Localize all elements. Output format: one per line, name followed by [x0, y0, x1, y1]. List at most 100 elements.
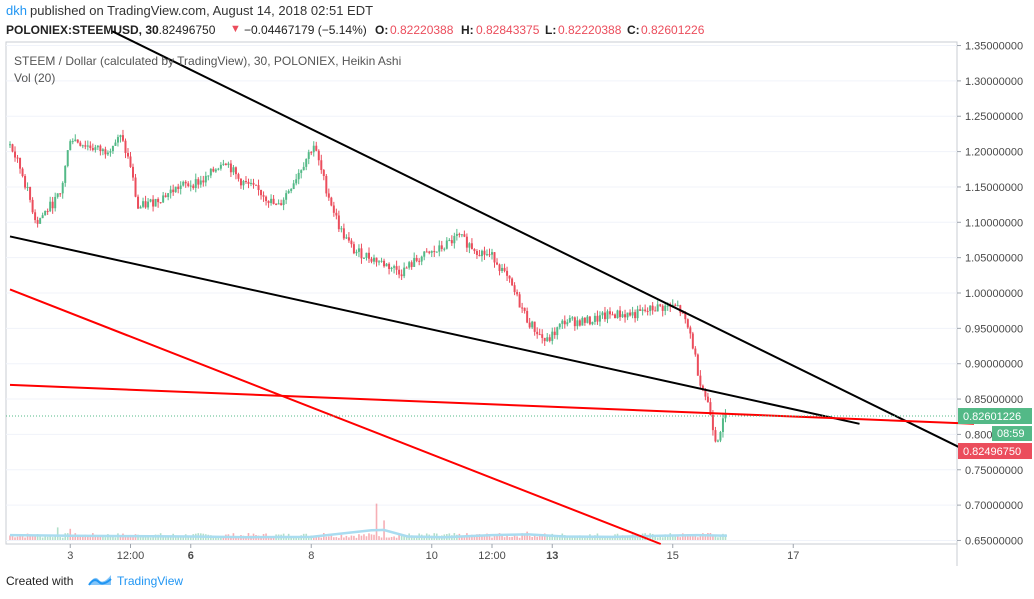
volume-bar	[82, 535, 84, 540]
candle	[237, 172, 240, 182]
volume-bar	[41, 537, 44, 540]
candle	[378, 260, 381, 266]
candle	[661, 304, 664, 317]
volume-bar	[538, 534, 541, 540]
y-tick-label: 0.95000000	[965, 323, 1023, 335]
volume-bar	[24, 537, 26, 540]
candle	[111, 145, 114, 154]
candle	[89, 141, 92, 151]
price-chart[interactable]: 1.35000000 1.30000000 1.25000000 1.20000000…	[0, 0, 1034, 566]
candle	[46, 208, 49, 215]
volume-bar	[463, 537, 466, 540]
x-tick-label: 17	[787, 550, 799, 562]
candle	[197, 177, 200, 189]
candle	[134, 173, 137, 198]
volume-bar	[16, 536, 19, 540]
volume-bar	[400, 535, 403, 540]
candle	[493, 251, 496, 268]
tradingview-logo-icon[interactable]	[88, 572, 112, 588]
volume-bar	[518, 537, 521, 540]
candle	[302, 162, 305, 171]
candle	[403, 262, 406, 279]
candle	[217, 167, 220, 171]
candle	[573, 316, 576, 331]
candle	[350, 238, 353, 248]
candle	[49, 196, 52, 213]
candle	[606, 309, 609, 324]
candle	[621, 311, 624, 318]
volume-bar	[496, 535, 498, 540]
candle	[144, 195, 147, 209]
candle	[721, 412, 724, 438]
volume-bar	[604, 536, 606, 540]
candle	[390, 266, 393, 272]
candle	[491, 248, 493, 260]
candle	[383, 258, 386, 268]
volume-bar	[99, 535, 102, 540]
author-name[interactable]: dkh	[6, 3, 27, 18]
volume-bar	[345, 535, 348, 540]
candle	[581, 316, 584, 326]
candle	[275, 203, 278, 206]
trend-line-2[interactable]	[9, 235, 860, 425]
candle	[624, 309, 627, 323]
volume-bar	[59, 537, 62, 540]
candle	[21, 167, 24, 178]
volume-bar	[629, 536, 631, 540]
candle	[716, 439, 719, 443]
candle	[438, 240, 441, 257]
volume-bar	[536, 536, 538, 540]
candle	[593, 312, 596, 325]
candle	[312, 141, 315, 157]
trend-line-3[interactable]	[9, 383, 975, 425]
candle	[39, 217, 42, 224]
candle	[664, 302, 667, 316]
tradingview-brand-link[interactable]: TradingView	[117, 574, 184, 588]
volume-bar	[546, 534, 549, 540]
volume-bar	[360, 535, 363, 540]
candle	[325, 174, 328, 197]
candle	[34, 209, 37, 224]
volume-bar	[523, 535, 526, 540]
candle	[388, 262, 391, 275]
volume-bar	[174, 535, 177, 540]
volume-bar	[34, 536, 36, 540]
volume-bar	[102, 536, 104, 540]
volume-bar	[581, 536, 584, 540]
candle	[410, 260, 413, 270]
trend-line-1[interactable]	[111, 30, 963, 450]
volume-bar	[486, 533, 488, 540]
close-label: C:	[627, 23, 640, 37]
candle	[603, 306, 606, 322]
candle	[501, 263, 504, 274]
candle	[405, 266, 408, 269]
candle	[619, 306, 622, 321]
volume-bar	[333, 537, 335, 540]
volume-bar	[365, 536, 368, 540]
volume-bar	[215, 536, 217, 540]
candle	[536, 327, 539, 339]
volume-bar	[403, 536, 405, 540]
volume-bar	[187, 537, 190, 540]
candle	[280, 199, 283, 206]
candle	[300, 169, 303, 179]
volume-bar	[654, 535, 656, 540]
candle	[167, 193, 170, 201]
volume-bar	[513, 535, 516, 540]
candle	[523, 307, 526, 314]
candle	[54, 192, 57, 212]
volume-bar	[503, 537, 506, 540]
volume-bar	[149, 537, 152, 540]
volume-bar	[388, 537, 390, 540]
candle	[691, 331, 694, 350]
trend-line-4[interactable]	[9, 288, 662, 545]
trend-lines[interactable]	[9, 30, 975, 545]
volume-bar	[54, 535, 56, 540]
volume-bar	[553, 537, 556, 540]
change-value: −0.04467179 (−5.14%)	[244, 23, 367, 37]
candle	[611, 311, 614, 316]
candle	[192, 183, 195, 190]
volume-bar	[501, 534, 503, 540]
candle	[139, 205, 142, 209]
candle	[116, 134, 119, 147]
